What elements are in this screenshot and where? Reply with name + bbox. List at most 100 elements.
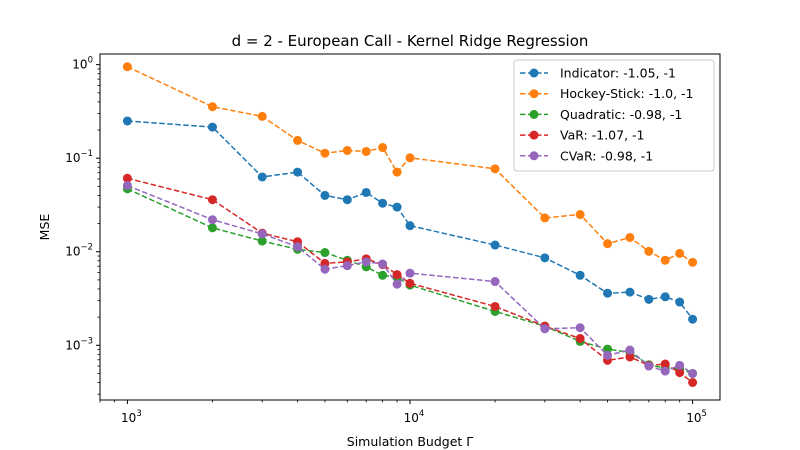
x-tick-label-base: 10	[686, 411, 701, 425]
data-point	[625, 345, 635, 355]
data-point	[122, 62, 132, 72]
data-point	[361, 257, 371, 267]
legend-entry: Quadratic: -0.98, -1	[520, 107, 682, 122]
data-point	[320, 248, 330, 258]
series-layer	[122, 62, 698, 387]
data-point	[293, 167, 303, 177]
data-point	[660, 292, 670, 302]
legend-marker	[529, 68, 539, 78]
data-point	[293, 135, 303, 145]
data-point	[625, 287, 635, 297]
data-point	[342, 261, 352, 271]
data-point	[293, 242, 303, 252]
data-point	[361, 187, 371, 197]
legend-marker	[529, 130, 539, 140]
data-point	[540, 213, 550, 223]
data-point	[603, 350, 613, 360]
legend-box	[513, 59, 715, 172]
series-4	[122, 181, 698, 378]
data-point	[675, 248, 685, 258]
y-tick-label: 10−2	[65, 243, 93, 259]
data-point	[257, 229, 267, 239]
data-point	[603, 288, 613, 298]
data-point	[342, 145, 352, 155]
data-point	[378, 270, 388, 280]
data-point	[392, 270, 402, 280]
data-point	[688, 368, 698, 378]
data-point	[320, 190, 330, 200]
data-point	[575, 323, 585, 333]
y-tick-label-exponent: 0	[88, 56, 93, 66]
data-point	[405, 221, 415, 231]
legend-label: Quadratic: -0.98, -1	[560, 107, 682, 122]
data-point	[392, 202, 402, 212]
legend-entry: VaR: -1.07, -1	[520, 128, 644, 143]
series-1	[122, 62, 698, 267]
legend-entry: CVaR: -0.98, -1	[520, 148, 653, 163]
series-0	[122, 116, 698, 324]
legend-label: Hockey-Stick: -1.0, -1	[560, 86, 694, 101]
data-point	[644, 361, 654, 371]
data-point	[207, 215, 217, 225]
data-point	[207, 223, 217, 233]
y-tick-label-exponent: −2	[80, 243, 93, 253]
data-point	[405, 268, 415, 278]
data-point	[644, 294, 654, 304]
data-point	[575, 334, 585, 344]
data-point	[405, 278, 415, 288]
data-point	[378, 198, 388, 208]
data-point	[675, 368, 685, 378]
data-point	[122, 116, 132, 126]
data-point	[207, 195, 217, 205]
data-point	[688, 257, 698, 267]
legend-label: Indicator: -1.05, -1	[560, 66, 676, 81]
data-point	[625, 352, 635, 362]
y-tick-label-base: 10	[72, 58, 87, 72]
data-point	[675, 360, 685, 370]
data-point	[257, 172, 267, 182]
data-point	[392, 167, 402, 177]
x-tick-label-exponent: 4	[419, 409, 424, 419]
data-point	[320, 148, 330, 158]
data-point	[378, 259, 388, 269]
data-point	[122, 181, 132, 191]
y-tick-label: 10−3	[65, 336, 93, 352]
legend-entry: Hockey-Stick: -1.0, -1	[520, 86, 694, 101]
y-tick-label-base: 10	[65, 245, 80, 259]
legend-marker	[529, 89, 539, 99]
data-point	[660, 359, 670, 369]
data-point	[342, 195, 352, 205]
data-point	[490, 301, 500, 311]
data-point	[207, 122, 217, 132]
legend-label: CVaR: -0.98, -1	[560, 148, 653, 163]
data-point	[575, 270, 585, 280]
data-point	[688, 378, 698, 387]
data-point	[688, 314, 698, 324]
data-point	[644, 246, 654, 256]
x-tick-label: 103	[121, 409, 142, 425]
legend-marker	[529, 109, 539, 119]
data-point	[207, 102, 217, 112]
data-point	[122, 173, 132, 183]
data-point	[660, 366, 670, 376]
x-tick-label-exponent: 3	[136, 409, 141, 419]
y-tick-label: 10−1	[65, 149, 93, 165]
data-point	[257, 111, 267, 121]
legend-label: VaR: -1.07, -1	[560, 128, 644, 143]
y-tick-label-exponent: −1	[80, 149, 93, 159]
x-tick-label-base: 10	[404, 411, 419, 425]
data-point	[320, 264, 330, 274]
data-point	[490, 164, 500, 174]
legend-entry: Indicator: -1.05, -1	[520, 66, 676, 81]
data-point	[490, 277, 500, 287]
x-tick-label: 104	[404, 409, 425, 425]
y-axis-label: MSE	[37, 214, 52, 241]
data-point	[490, 240, 500, 250]
data-point	[603, 239, 613, 249]
x-axis-ticks: 103 104 105	[99, 400, 707, 425]
y-tick-label-base: 10	[65, 151, 80, 165]
y-tick-label-exponent: −3	[80, 336, 93, 346]
x-tick-label-exponent: 5	[702, 409, 707, 419]
